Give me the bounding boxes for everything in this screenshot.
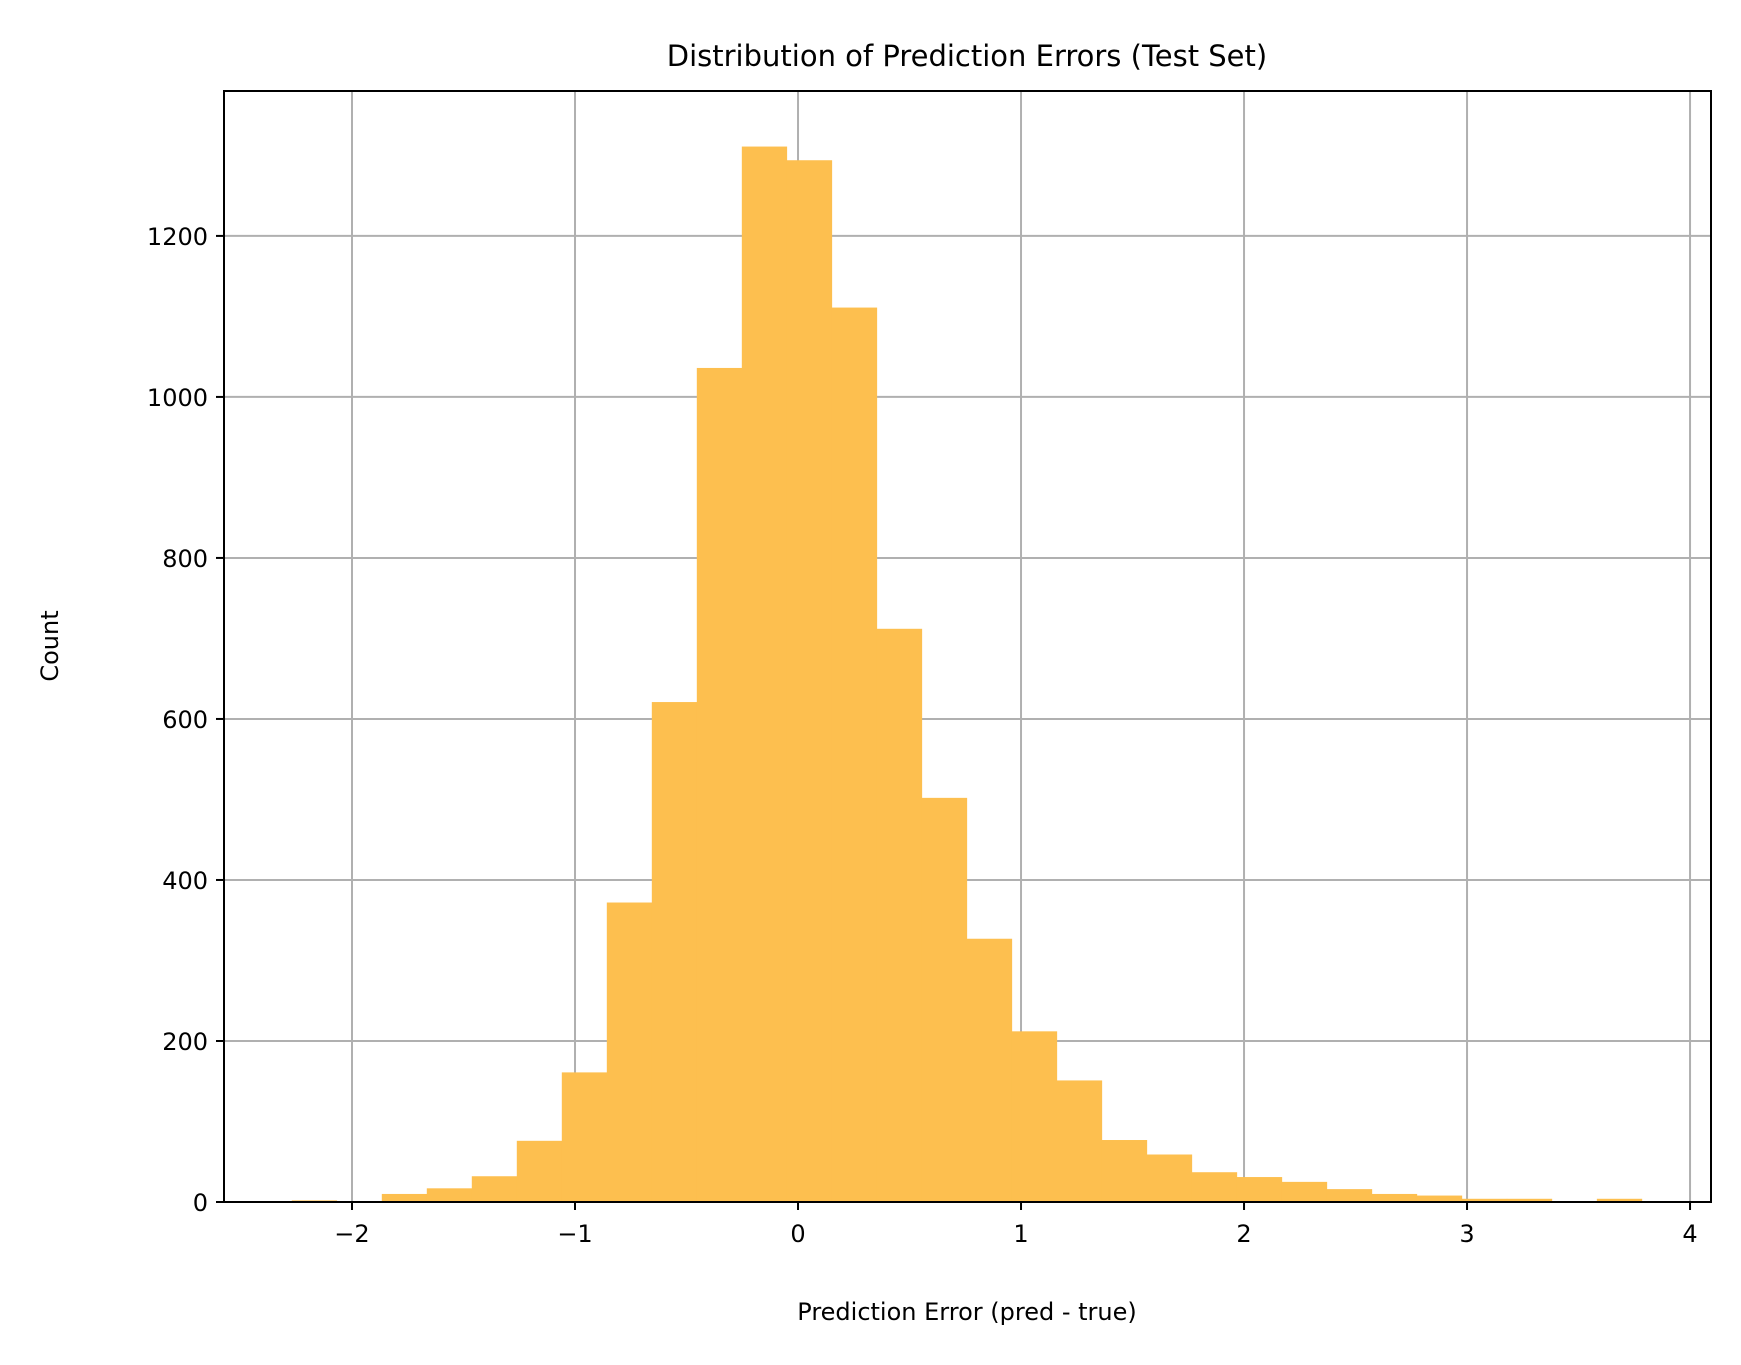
histogram-bar (1326, 1189, 1373, 1202)
histogram-bar (381, 1193, 428, 1202)
x-ticks: −2 −1 0 1 2 3 4 (334, 1202, 1698, 1248)
x-tick-label: 3 (1459, 1220, 1474, 1248)
histogram-bar (966, 938, 1013, 1202)
y-tick-label: 0 (193, 1189, 208, 1217)
histogram-bar (696, 367, 743, 1202)
x-tick-label: 4 (1682, 1220, 1697, 1248)
grid (224, 91, 1711, 1203)
histogram-bar (651, 702, 698, 1202)
histogram-bar (1011, 1031, 1058, 1202)
histogram-bar (1101, 1140, 1148, 1202)
axes-frame (223, 90, 1712, 1203)
histogram-bar (1056, 1080, 1103, 1202)
histogram-bar (516, 1140, 563, 1202)
x-tick-label: 1 (1013, 1220, 1028, 1248)
histogram-bar (1596, 1198, 1643, 1202)
y-axis-label: Count (36, 610, 64, 681)
histogram-bar (786, 160, 833, 1203)
bars (291, 146, 1643, 1203)
x-tick-label: 0 (790, 1220, 805, 1248)
histogram-bar (741, 146, 788, 1202)
histogram-bar (426, 1188, 473, 1202)
y-tick-label: 800 (162, 545, 208, 573)
x-tick-label: −1 (557, 1220, 592, 1248)
histogram-bar (876, 628, 923, 1202)
histogram-bar (1236, 1177, 1283, 1202)
x-axis-label: Prediction Error (pred - true) (797, 1298, 1136, 1326)
histogram-bar (1416, 1195, 1463, 1202)
y-tick-label: 1000 (147, 384, 208, 412)
y-ticks: 0 200 400 600 800 1000 1200 (147, 223, 224, 1217)
histogram-bar (1506, 1198, 1553, 1202)
chart-title: Distribution of Prediction Errors (Test … (667, 39, 1267, 73)
histogram-bar (561, 1072, 608, 1202)
y-tick-label: 600 (162, 706, 208, 734)
histogram-bar (921, 797, 968, 1202)
histogram-bar (471, 1176, 518, 1202)
x-tick-label: −2 (334, 1220, 369, 1248)
histogram-bar (1281, 1181, 1328, 1202)
y-tick-label: 1200 (147, 223, 208, 251)
y-tick-label: 200 (162, 1028, 208, 1056)
histogram-bar (1371, 1193, 1418, 1202)
histogram-bar (831, 307, 878, 1203)
x-tick-label: 2 (1236, 1220, 1251, 1248)
y-tick-label: 400 (162, 867, 208, 895)
histogram-bar (1146, 1154, 1193, 1202)
histogram-bar (606, 902, 653, 1202)
histogram-bar (1461, 1198, 1508, 1202)
histogram-bar (1191, 1172, 1238, 1202)
